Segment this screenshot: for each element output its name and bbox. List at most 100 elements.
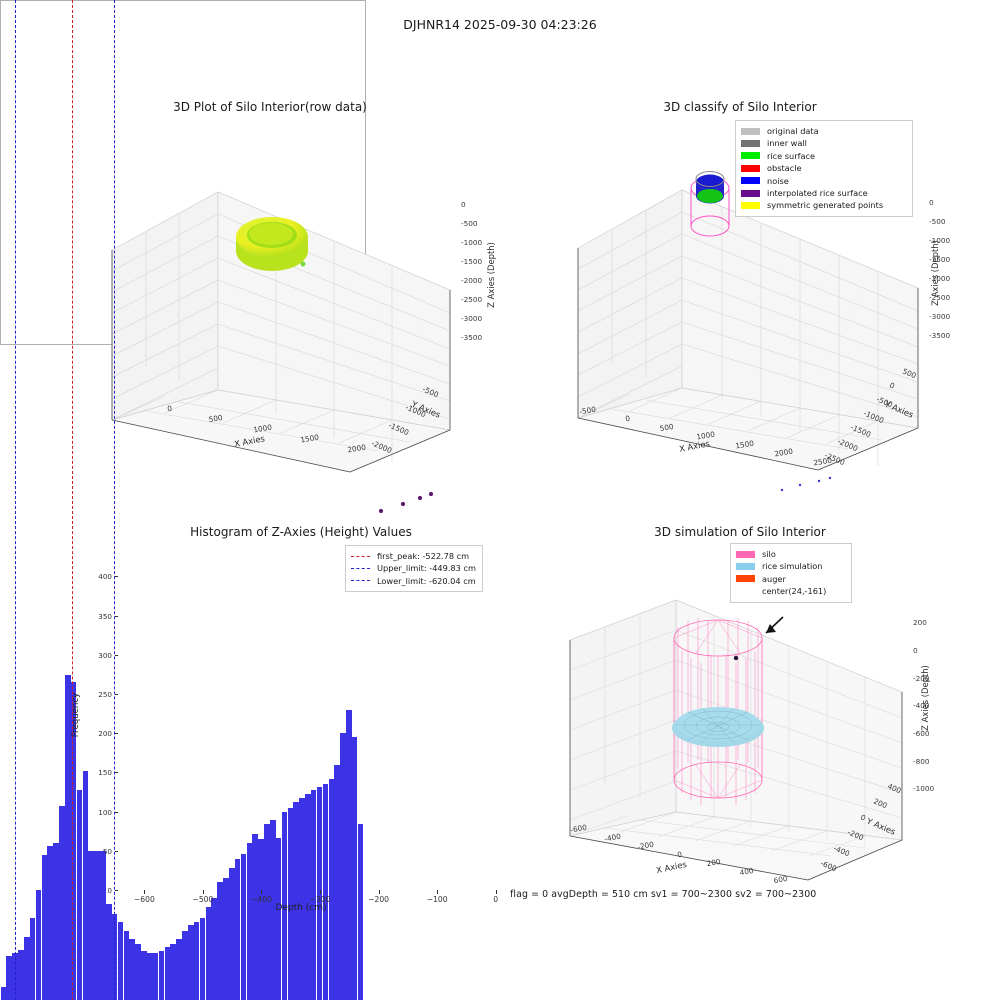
legend-label: noise — [767, 175, 789, 186]
histogram-bar — [105, 904, 112, 1000]
sim-xtick-3: 0 — [676, 850, 682, 860]
histogram-bar — [357, 823, 364, 1000]
legend-swatch — [736, 563, 755, 571]
histogram-bar — [164, 946, 171, 1000]
histogram-bar — [234, 858, 241, 1000]
histogram-xtick: −500 — [192, 895, 214, 904]
raw-xtick-0: 0 — [167, 404, 173, 414]
legend-swatch — [741, 140, 760, 148]
histogram-bar — [76, 789, 83, 1000]
legend-item: auger — [736, 573, 845, 585]
sim-ztick-4: -600 — [913, 729, 930, 738]
histogram-bar — [35, 890, 42, 1000]
sim-ztick-5: -800 — [913, 757, 930, 766]
raw-xtick-4: 2000 — [347, 443, 367, 455]
simulation-3d-axes[interactable]: -600 -400 -200 0 200 400 600 X Axies 400… — [530, 520, 950, 890]
legend-label: silo — [762, 549, 776, 559]
histogram-xtick: −300 — [309, 895, 331, 904]
raw-noise-points — [378, 491, 434, 514]
histogram-xtick-mark — [202, 890, 204, 894]
legend-label: inner wall — [767, 138, 807, 149]
histogram-x-label: Depth (cm) — [275, 903, 327, 913]
sim-xaxis-label: X Axies — [655, 859, 687, 875]
classify-3d-axes[interactable]: -500 0 500 1000 1500 2000 2500 X Axies 5… — [530, 100, 951, 492]
histogram-bar — [322, 783, 329, 1000]
sim-ytick-2: 0 — [859, 813, 867, 823]
histogram-ytick-mark — [114, 693, 118, 695]
histogram-ytick-mark — [114, 772, 118, 774]
cls-xtick-6: 2500 — [813, 456, 833, 468]
histogram-bar — [269, 819, 276, 1000]
histogram-bar — [246, 843, 253, 1000]
legend-swatch — [741, 177, 760, 185]
legend-swatch — [351, 555, 370, 557]
histogram-bar — [24, 937, 30, 1000]
panel-classify-3d: 3D classify of Silo Interior — [530, 100, 951, 492]
histogram-bar — [129, 938, 135, 1000]
cls-ztick-0: 0 — [929, 198, 934, 207]
histogram-ytick-mark — [114, 615, 118, 617]
histogram-xtick-mark — [495, 890, 497, 894]
legend-item: original data — [741, 125, 906, 137]
histogram-title: Histogram of Z-Axies (Height) Values — [190, 525, 412, 539]
legend-item: first_peak: -522.78 cm — [351, 550, 476, 562]
cls-xtick-1: 0 — [625, 414, 631, 424]
panel-simulation-3d: 3D simulation of Silo Interior — [530, 520, 950, 890]
panel-raw-title: 3D Plot of Silo Interior(row data) — [173, 100, 367, 114]
histogram-bar — [158, 951, 165, 1000]
histogram-xtick-mark — [437, 890, 439, 894]
histogram-bar — [193, 921, 200, 1000]
histogram-xtick-mark — [261, 890, 263, 894]
raw-xtick-1: 500 — [208, 413, 224, 424]
legend-label: Lower_limit: -620.04 cm — [377, 575, 476, 586]
raw-ztick-4: -2000 — [461, 276, 483, 285]
threshold-line-first-peak — [71, 0, 73, 1000]
legend-item: noise — [741, 175, 906, 187]
legend-swatch — [736, 550, 755, 558]
raw-xtick-3: 1500 — [300, 433, 320, 445]
sim-xtick-0: -600 — [570, 823, 588, 835]
histogram-bar — [252, 833, 258, 1000]
histogram-xtick-mark — [144, 890, 146, 894]
histogram-xtick: −200 — [368, 895, 390, 904]
sim-xtick-5: 400 — [739, 866, 755, 877]
classify-silo-object — [690, 170, 730, 237]
histogram-bar — [82, 771, 89, 1000]
raw-ztick-6: -3000 — [461, 314, 483, 323]
histogram-ytick-mark — [114, 654, 118, 656]
sim-xtick-4: 200 — [706, 857, 722, 868]
raw-zaxis-label: Z Axies (Depth) — [486, 242, 496, 308]
histogram-bar — [135, 943, 141, 1000]
histogram-bar — [281, 811, 288, 1000]
histogram-axes[interactable] — [0, 0, 366, 1000]
cls-ztick-1: -500 — [929, 217, 946, 226]
histogram-bar — [199, 917, 206, 1000]
histogram-bar — [123, 931, 130, 1000]
raw-rice-surface-object — [236, 217, 308, 271]
histogram-ytick-mark — [114, 890, 118, 891]
raw-ztick-2: -1000 — [461, 238, 483, 247]
histogram-bar — [299, 797, 305, 1000]
sim-ztick-1: 0 — [913, 646, 918, 655]
rice-simulation-surface — [672, 707, 764, 747]
histogram-bar — [305, 793, 311, 1000]
histogram-bar — [176, 938, 182, 1000]
histogram-bar — [328, 778, 335, 1000]
histogram-bar — [310, 789, 317, 1000]
histogram-ytick: 50 — [102, 846, 112, 856]
cls-ztick-7: -3500 — [929, 331, 951, 340]
legend-swatch — [351, 580, 370, 582]
silo-center-point — [733, 655, 739, 661]
legend-swatch — [351, 568, 370, 570]
sim-xtick-6: 600 — [773, 874, 789, 885]
raw-3d-axes[interactable]: 0 500 1000 1500 2000 X Axies -500 -1000 … — [60, 100, 496, 514]
legend-label: auger — [762, 573, 786, 584]
histogram-ytick-mark — [114, 576, 118, 578]
histogram-bar — [70, 682, 77, 1000]
histogram-bar — [287, 807, 294, 1000]
histogram-bar — [258, 839, 264, 1000]
histogram-bar — [100, 851, 106, 1000]
panel-raw-3d-plot: 3D Plot of Silo Interior(row data) — [60, 100, 496, 514]
histogram-ytick: 350 — [98, 611, 112, 621]
